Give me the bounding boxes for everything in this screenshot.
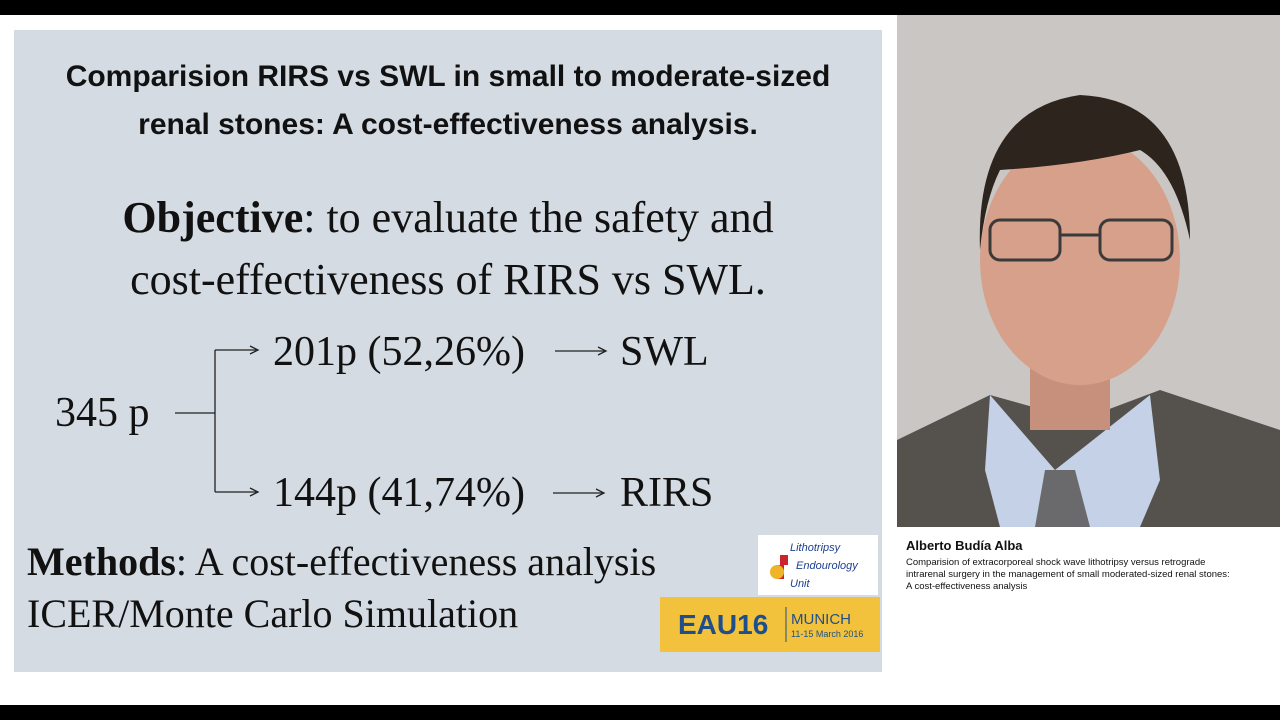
- treatment: RIRS: [620, 470, 713, 516]
- logo-word: Lithotripsy: [790, 542, 842, 554]
- talk-description: Comparision of extracorporeal shock wave…: [906, 557, 1205, 568]
- objective-line: Objective: to evaluate the safety and: [122, 193, 773, 242]
- logo-word: Unit: [790, 578, 811, 590]
- talk-description: intrarenal surgery in the management of …: [906, 569, 1230, 580]
- objective: Objective: to evaluate the safety and co…: [122, 193, 773, 304]
- face: [980, 135, 1180, 385]
- flow-diagram: [175, 345, 608, 498]
- congress-city: MUNICH: [791, 611, 851, 628]
- flow-labels: 345 p 201p (52,26%) SWL 144p (41,74%) RI…: [55, 329, 713, 516]
- methods-line: ICER/Monte Carlo Simulation: [27, 591, 518, 636]
- total-patients: 345 p: [55, 390, 150, 436]
- slide-title: Comparision RIRS vs SWL in small to mode…: [66, 60, 831, 141]
- logo-kidney: [770, 565, 784, 579]
- methods-line: Methods: A cost-effectiveness analysis: [27, 539, 656, 584]
- lens: [988, 218, 1062, 262]
- arrow-head: [597, 346, 608, 356]
- methods-label: Methods: [27, 539, 176, 584]
- objective-line: cost-effectiveness of RIRS vs SWL.: [130, 255, 766, 304]
- logo-word: Endourology: [796, 560, 859, 572]
- speaker-caption: Alberto Budía Alba Comparision of extrac…: [906, 538, 1230, 592]
- methods: Methods: A cost-effectiveness analysis I…: [27, 539, 656, 636]
- arrow-head: [595, 488, 606, 498]
- congress-logo: EAU16 MUNICH 11-15 March 2016: [660, 597, 880, 652]
- logo-words: Lithotripsy Endourology Unit: [790, 542, 859, 590]
- hair: [979, 95, 1190, 250]
- group: 201p (52,26%): [273, 329, 525, 375]
- group: 144p (41,74%): [273, 470, 525, 516]
- objective-label: Objective: [122, 193, 303, 242]
- methods-text: : A cost-effectiveness analysis: [176, 539, 656, 584]
- unit-logo: Lithotripsy Endourology Unit: [758, 535, 878, 595]
- logo-box: [660, 597, 880, 652]
- title-line: Comparision RIRS vs SWL in small to mode…: [66, 60, 831, 93]
- speaker-name: Alberto Budía Alba: [906, 538, 1023, 553]
- treatment: SWL: [620, 329, 709, 375]
- lens: [1098, 218, 1174, 262]
- slide-panel: [14, 30, 882, 672]
- shirt: [985, 395, 1160, 527]
- title-line: renal stones: A cost-effectiveness analy…: [138, 108, 758, 141]
- speaker-video: [897, 15, 1280, 527]
- arrow-head: [249, 487, 260, 497]
- glasses: [988, 218, 1174, 262]
- congress-dates: 11-15 March 2016: [791, 629, 863, 639]
- objective-text: : to evaluate the safety and: [303, 193, 773, 242]
- talk-description: A cost-effectiveness analysis: [906, 581, 1028, 592]
- tie: [1035, 470, 1090, 527]
- congress-name: EAU16: [678, 609, 768, 640]
- arrow-head: [249, 345, 260, 355]
